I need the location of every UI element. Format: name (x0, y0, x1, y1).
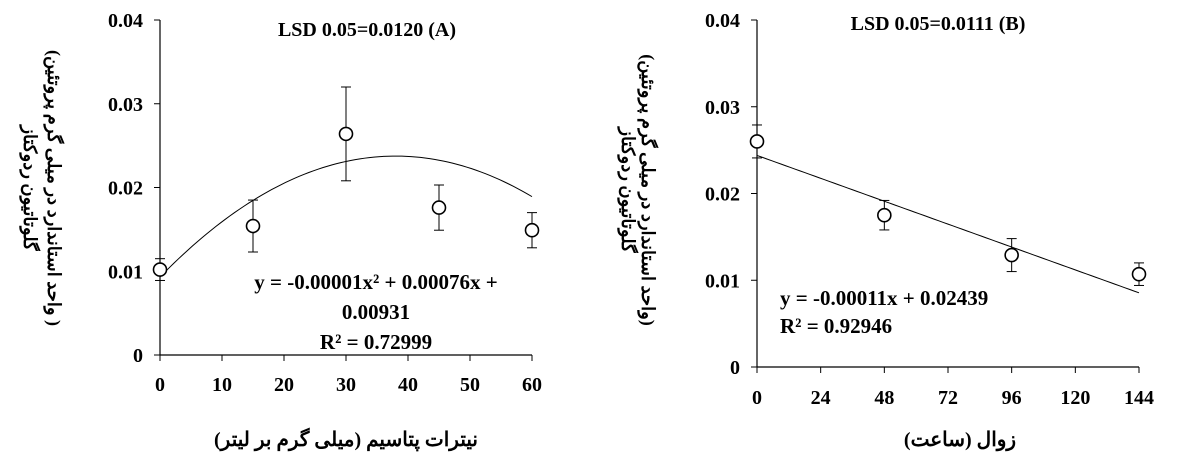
y-tick-label: 0.02 (108, 178, 143, 200)
chart-b-svg: 0 0.01 0.02 0.03 0.04 0 24 48 72 96 120 144 LSD 0.05… (617, 10, 1154, 452)
data-point (152, 262, 168, 277)
y-tick-label: 0.03 (108, 94, 143, 116)
trendline-equation: y = -0.00001x² + 0.00076x + (254, 270, 497, 294)
data-point (1131, 266, 1147, 282)
data-point (749, 134, 765, 149)
chart-panel-a: 0 0.01 0.02 0.03 0.04 0 10 20 30 40 50 60 LSD 0.05=0… (0, 0, 590, 457)
data-point (431, 200, 447, 215)
x-tick-label: 48 (874, 387, 894, 409)
data-point (338, 126, 354, 142)
trendline-equation: R² = 0.72999 (320, 330, 432, 354)
x-tick-label: 10 (212, 374, 232, 396)
x-tick-label: 50 (460, 374, 480, 396)
y-tick-label: 0.01 (108, 261, 143, 283)
y-tick-label: 0.04 (705, 10, 740, 32)
x-tick-label: 0 (752, 387, 762, 409)
y-axis-label: (واحد استاندارد در میلی گرم پروتئین) (637, 54, 659, 326)
y-tick-label: 0.04 (108, 10, 143, 32)
data-point (877, 207, 892, 223)
x-tick-label: 96 (1002, 387, 1022, 409)
y-tick-label: 0.01 (705, 270, 740, 292)
data-point (245, 218, 261, 234)
chart-title: LSD 0.05=0.0111 (B) (851, 13, 1026, 35)
y-tick-label: 0.03 (705, 97, 740, 119)
y-axis-label: گلوتاتیون ردوکتاز (617, 125, 639, 253)
y-tick-label: 0.02 (705, 184, 740, 206)
data-point (524, 222, 540, 238)
x-tick-label: 0 (155, 374, 165, 396)
x-tick-label: 120 (1060, 387, 1090, 409)
data-point (1004, 247, 1019, 263)
y-tick-label: 0 (730, 357, 740, 379)
x-tick-label: 30 (336, 374, 356, 396)
chart-a-svg: 0 0.01 0.02 0.03 0.04 0 10 20 30 40 50 60 LSD 0.05=0… (19, 10, 542, 452)
x-tick-label: 72 (938, 387, 958, 409)
y-tick-label: 0 (133, 345, 143, 367)
y-axis-label: گلوتاتیون ردوکتاز (19, 123, 41, 251)
x-axis-label: نیترات پتاسیم (میلی گرم بر لیتر) (214, 427, 478, 452)
y-axis-label: ( واحد استاندارد در میلی گرم پروتئین) (43, 50, 65, 326)
trendline-equation: 0.00931 (342, 300, 410, 324)
x-tick-label: 144 (1124, 387, 1154, 409)
x-tick-label: 24 (811, 387, 831, 409)
chart-panel-b: 0 0.01 0.02 0.03 0.04 0 24 48 72 96 120 144 LSD 0.05… (590, 0, 1181, 457)
trendline (756, 154, 1140, 294)
x-tick-label: 40 (398, 374, 418, 396)
trendline-equation: y = -0.00011x + 0.02439 (780, 286, 988, 310)
chart-title: LSD 0.05=0.0120 (A) (278, 19, 456, 41)
trendline-equation: R² = 0.92946 (780, 314, 892, 338)
x-tick-label: 20 (274, 374, 294, 396)
x-axis-label: زوال (ساعت) (904, 429, 1016, 452)
x-tick-label: 60 (522, 374, 542, 396)
